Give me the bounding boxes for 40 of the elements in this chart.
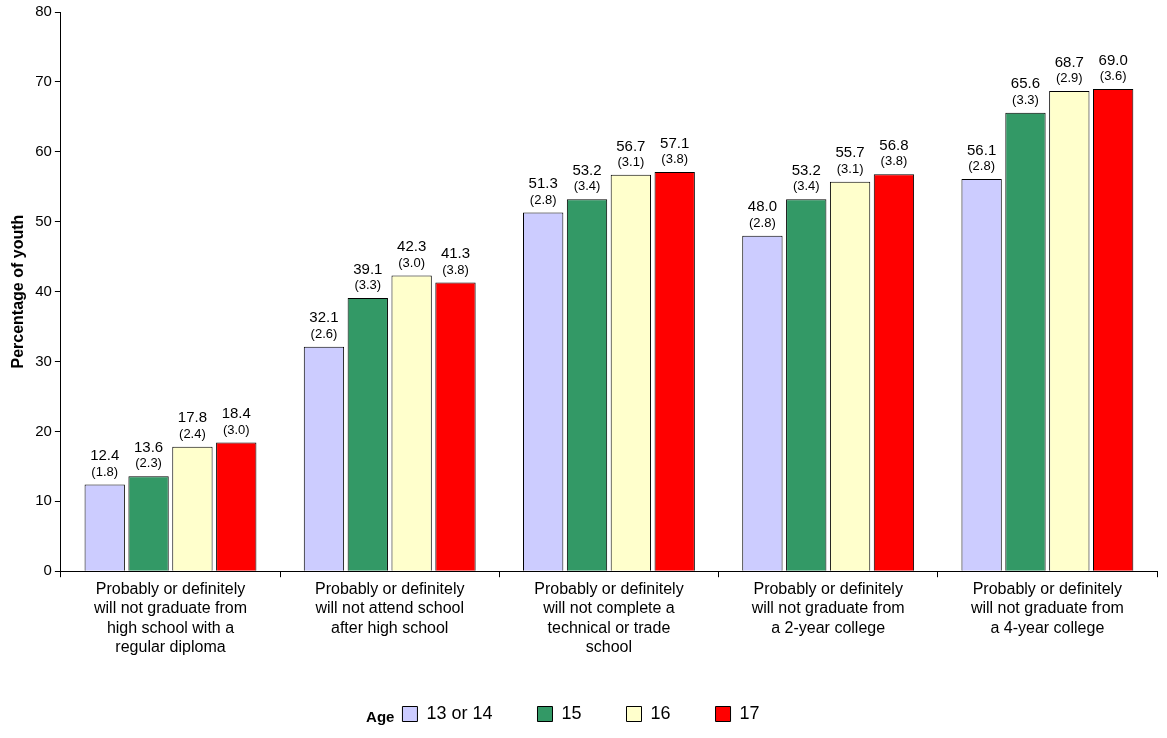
data-label: 65.6 (3.3) <box>1010 74 1041 107</box>
data-label: 56.7 (3.1) <box>616 136 646 169</box>
data-label: 39.1 (3.3) <box>353 259 383 292</box>
x-tick-label: Probably or definitely will not complete a technical or trade school <box>534 580 684 655</box>
data-label: 51.3 (2.8) <box>528 174 558 207</box>
data-label: 56.8 (3.8) <box>879 135 909 169</box>
x-tick-label: Probably or definitely will not graduate from high school with a regular diploma <box>93 580 247 655</box>
data-label: 55.7 (3.1) <box>835 143 865 176</box>
y-tick-label: 20 <box>35 421 52 439</box>
y-tick-label: 60 <box>35 141 52 159</box>
y-tick-label: 80 <box>35 2 52 20</box>
data-label: 12.4 (1.8) <box>90 446 120 479</box>
legend-title: Age <box>366 708 395 726</box>
data-label: 41.3 (3.8) <box>440 244 471 277</box>
data-label: 17.8 (2.4) <box>177 408 208 441</box>
legend-label: 15 <box>561 702 582 723</box>
data-label: 68.7 (2.9) <box>1054 52 1084 86</box>
data-label: 48.0 (2.8) <box>747 197 777 230</box>
y-tick-label: 50 <box>35 211 52 229</box>
y-tick-label: 0 <box>43 561 52 579</box>
data-label: 53.2 (3.4) <box>791 160 821 194</box>
legend-label: 16 <box>650 702 671 723</box>
data-label: 32.1 (2.6) <box>309 308 339 341</box>
data-label: 56.1 (2.8) <box>967 140 997 174</box>
y-tick-label: 30 <box>35 351 52 369</box>
data-label: 18.4 (3.0) <box>221 404 251 437</box>
data-label: 53.2 (3.4) <box>572 160 602 194</box>
y-tick-label: 10 <box>35 491 52 509</box>
legend-label: 13 or 14 <box>426 702 493 723</box>
x-tick-label: Probably or definitely will not graduate from a 2-year college <box>750 580 905 636</box>
data-label: 57.1 (3.8) <box>660 133 690 167</box>
x-tick-label: Probably or definitely will not attend school after high school <box>314 580 465 636</box>
y-tick-label: 40 <box>35 281 52 299</box>
data-label: 13.6 (2.3) <box>133 437 164 471</box>
data-label: 69.0 (3.6) <box>1098 50 1128 83</box>
data-label: 42.3 (3.0) <box>397 237 427 270</box>
y-axis-title: Percentage of youth <box>9 214 27 369</box>
legend-label: 17 <box>739 702 760 723</box>
y-tick-label: 70 <box>35 72 52 90</box>
x-tick-label: Probably or definitely will not graduate from a 4-year college <box>969 580 1124 636</box>
